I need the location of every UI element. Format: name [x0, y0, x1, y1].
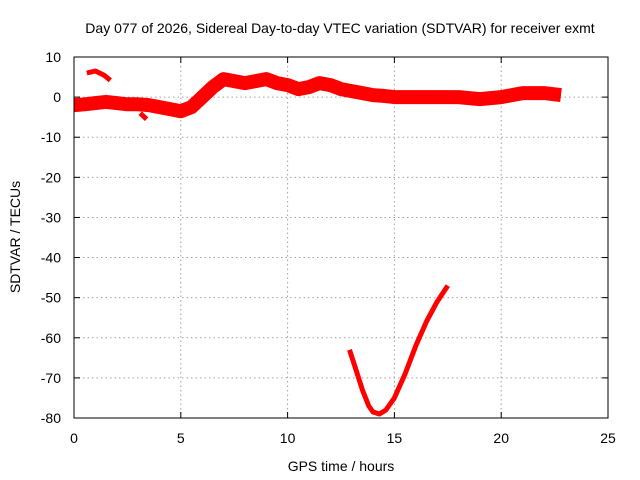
y-tick-label: 10 — [45, 49, 61, 65]
y-tick-label: -60 — [41, 330, 61, 346]
grid-lines — [74, 57, 608, 418]
y-tick-label: -40 — [41, 250, 61, 266]
data-series — [73, 68, 562, 417]
series-line-upper-fragment — [86, 68, 112, 83]
x-tick-label: 25 — [600, 430, 616, 446]
x-tick-label: 20 — [493, 430, 509, 446]
x-tick-label: 5 — [177, 430, 185, 446]
y-tick-label: -50 — [41, 290, 61, 306]
chart-title: Day 077 of 2026, Sidereal Day-to-day VTE… — [85, 20, 594, 36]
y-tick-label: -30 — [41, 209, 61, 225]
y-tick-label: -70 — [41, 370, 61, 386]
y-axis-label: SDTVAR / TECUs — [7, 181, 23, 293]
x-tick-label: 10 — [280, 430, 296, 446]
y-tick-label: -10 — [41, 129, 61, 145]
x-tick-label: 0 — [70, 430, 78, 446]
x-axis-label: GPS time / hours — [288, 458, 395, 474]
series-line-main-band — [73, 72, 562, 119]
axis-ticks: 0 5 10 15 20 25 10 0 -10 -20 -30 -40 -50 -60 -70 -80 — [41, 49, 616, 446]
y-tick-label: -20 — [41, 169, 61, 185]
y-tick-label: 0 — [53, 89, 61, 105]
y-tick-label: -80 — [41, 410, 61, 426]
series-line-v-arc — [347, 284, 450, 417]
series-line-dip-segment — [138, 111, 149, 122]
x-tick-label: 15 — [387, 430, 403, 446]
plot-frame — [73, 56, 609, 419]
